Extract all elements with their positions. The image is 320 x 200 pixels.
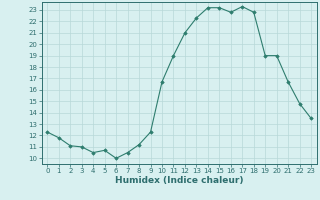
X-axis label: Humidex (Indice chaleur): Humidex (Indice chaleur) [115,176,244,185]
